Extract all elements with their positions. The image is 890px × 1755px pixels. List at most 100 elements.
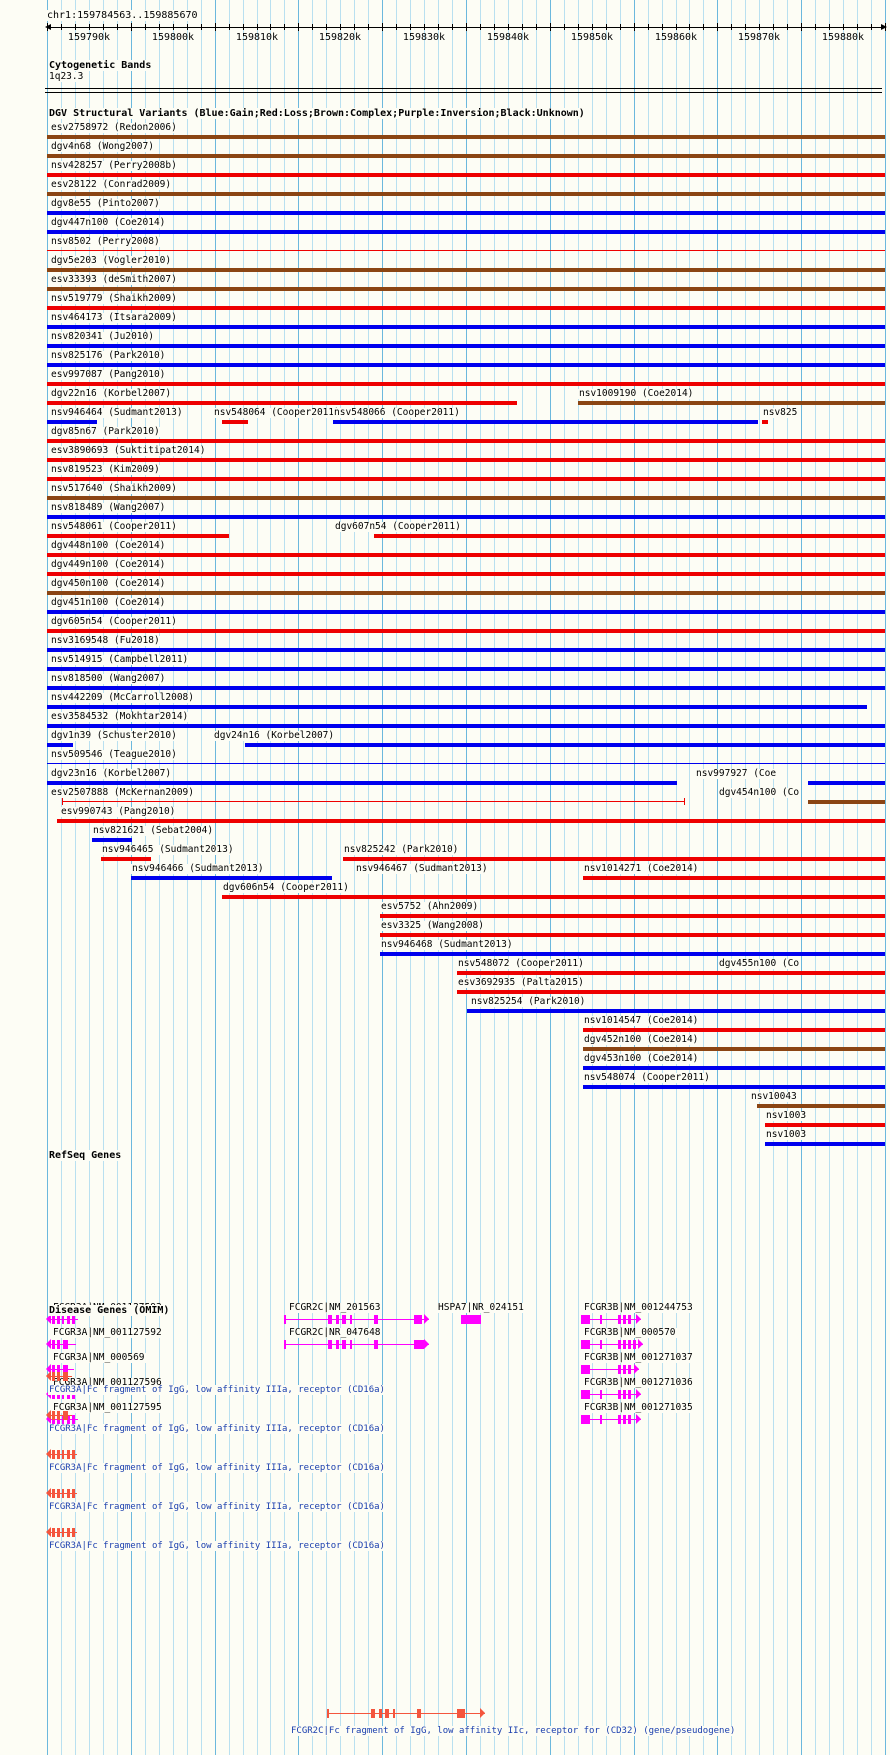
dgv-variant-label[interactable]: dgv454n100 (Co (718, 787, 801, 798)
dgv-variant-bar[interactable] (380, 914, 885, 918)
dgv-variant-label[interactable]: nsv825 (762, 407, 799, 418)
gene-model[interactable] (581, 1364, 639, 1375)
omim-gene-label[interactable]: FCGR3A|Fc fragment of IgG, low affinity … (48, 1541, 386, 1551)
dgv-variant-bar[interactable] (47, 325, 885, 329)
gene-model[interactable] (581, 1414, 641, 1425)
dgv-variant-label[interactable]: esv5752 (Ahn2009) (380, 901, 480, 912)
dgv-variant-bar[interactable] (333, 420, 758, 424)
dgv-variant-label[interactable]: nsv442209 (McCarroll2008) (50, 692, 195, 703)
gene-model[interactable] (581, 1314, 641, 1325)
gene-model[interactable] (327, 1708, 485, 1719)
dgv-variant-label[interactable]: nsv548061 (Cooper2011) (50, 521, 178, 532)
dgv-variant-label[interactable]: dgv450n100 (Coe2014) (50, 578, 167, 589)
dgv-variant-bar[interactable] (47, 439, 885, 443)
dgv-variant-label[interactable]: dgv452n100 (Coe2014) (583, 1034, 700, 1045)
dgv-variant-bar[interactable] (380, 933, 885, 937)
dgv-variant-label[interactable]: nsv946466 (Sudmant2013) (131, 863, 265, 874)
gene-model[interactable] (284, 1314, 429, 1325)
dgv-variant-label[interactable]: nsv10043 (750, 1091, 798, 1102)
dgv-variant-bar[interactable] (57, 819, 885, 823)
gene-model[interactable] (581, 1339, 643, 1350)
gene-model[interactable] (46, 1488, 77, 1499)
dgv-variant-bar[interactable] (47, 344, 885, 348)
dgv-variant-bar[interactable] (457, 971, 885, 975)
dgv-variant-bar[interactable] (343, 857, 885, 861)
dgv-variant-bar[interactable] (583, 1085, 885, 1089)
dgv-variant-label[interactable]: nsv1014547 (Coe2014) (583, 1015, 700, 1026)
dgv-variant-label[interactable]: dgv605n54 (Cooper2011) (50, 616, 178, 627)
dgv-variant-bar[interactable] (47, 496, 885, 500)
dgv-variant-bar[interactable] (47, 154, 885, 158)
dgv-variant-label[interactable]: nsv3169548 (Fu2018) (50, 635, 161, 646)
refseq-gene-label[interactable]: FCGR3B|NM_000570 (583, 1327, 677, 1338)
refseq-gene-label[interactable]: FCGR3B|NM_001271037 (583, 1352, 694, 1363)
dgv-variant-bar[interactable] (47, 230, 885, 234)
dgv-variant-bar[interactable] (47, 211, 885, 215)
gene-model[interactable] (46, 1449, 77, 1460)
dgv-variant-bar[interactable] (47, 705, 867, 709)
gene-model[interactable] (461, 1314, 481, 1325)
gene-model[interactable] (46, 1527, 77, 1538)
dgv-variant-bar[interactable] (467, 1009, 885, 1013)
dgv-variant-label[interactable]: esv3890693 (Suktitipat2014) (50, 445, 207, 456)
dgv-variant-bar[interactable] (47, 515, 885, 519)
dgv-variant-label[interactable]: nsv517640 (Shaikh2009) (50, 483, 178, 494)
dgv-variant-bar[interactable] (578, 401, 885, 405)
dgv-variant-label[interactable]: dgv453n100 (Coe2014) (583, 1053, 700, 1064)
dgv-variant-bar[interactable] (380, 952, 885, 956)
dgv-variant-label[interactable]: nsv946468 (Sudmant2013) (380, 939, 514, 950)
dgv-variant-label[interactable]: nsv1003 (765, 1129, 808, 1140)
dgv-variant-bar[interactable] (222, 420, 248, 424)
dgv-variant-label[interactable]: nsv8502 (Perry2008) (50, 236, 161, 247)
dgv-variant-label[interactable]: nsv548064 (Cooper2011) (213, 407, 341, 418)
dgv-variant-label[interactable]: esv33393 (deSmith2007) (50, 274, 178, 285)
dgv-variant-bar[interactable] (47, 287, 885, 291)
dgv-variant-label[interactable]: dgv449n100 (Coe2014) (50, 559, 167, 570)
dgv-variant-label[interactable]: nsv819523 (Kim2009) (50, 464, 161, 475)
dgv-variant-label[interactable]: esv990743 (Pang2010) (60, 806, 177, 817)
dgv-variant-bar[interactable] (47, 192, 885, 196)
omim-gene-label[interactable]: FCGR3A|Fc fragment of IgG, low affinity … (48, 1463, 386, 1473)
dgv-variant-bar[interactable] (101, 857, 151, 861)
refseq-gene-label[interactable]: FCGR3A|NM_001127595 (52, 1402, 163, 1413)
dgv-variant-label[interactable]: nsv946465 (Sudmant2013) (101, 844, 235, 855)
refseq-gene-label[interactable]: FCGR3A|NM_001127596 (52, 1377, 163, 1388)
dgv-variant-label[interactable]: esv3584532 (Mokhtar2014) (50, 711, 190, 722)
dgv-variant-bar[interactable] (374, 534, 885, 538)
dgv-variant-bar[interactable] (765, 1142, 885, 1146)
dgv-variant-bar[interactable] (47, 363, 885, 367)
refseq-gene-label[interactable]: FCGR3A|NM_000569 (52, 1352, 146, 1363)
dgv-variant-label[interactable]: nsv1009190 (Coe2014) (578, 388, 695, 399)
dgv-variant-label[interactable]: dgv8e55 (Pinto2007) (50, 198, 161, 209)
dgv-variant-label[interactable]: esv3692935 (Palta2015) (457, 977, 585, 988)
dgv-variant-bar[interactable] (47, 458, 885, 462)
dgv-variant-label[interactable]: dgv607n54 (Cooper2011) (334, 521, 462, 532)
dgv-variant-bar[interactable] (762, 420, 768, 424)
dgv-variant-bar[interactable] (47, 763, 885, 764)
dgv-variant-bar[interactable] (245, 743, 885, 747)
dgv-variant-bar[interactable] (222, 895, 885, 899)
gene-model[interactable] (581, 1389, 641, 1400)
gene-model[interactable] (284, 1339, 429, 1350)
dgv-variant-bar[interactable] (47, 173, 885, 177)
dgv-variant-label[interactable]: dgv1n39 (Schuster2010) (50, 730, 178, 741)
dgv-variant-bar[interactable] (47, 629, 885, 633)
gene-model[interactable] (46, 1339, 76, 1350)
dgv-variant-bar[interactable] (583, 1047, 885, 1051)
dgv-variant-label[interactable]: nsv514915 (Campbell2011) (50, 654, 190, 665)
dgv-variant-bar[interactable] (47, 648, 885, 652)
dgv-variant-label[interactable]: dgv606n54 (Cooper2011) (222, 882, 350, 893)
dgv-variant-bar[interactable] (47, 591, 885, 595)
dgv-variant-bar[interactable] (47, 135, 885, 139)
dgv-variant-bar[interactable] (47, 306, 885, 310)
dgv-variant-label[interactable]: dgv85n67 (Park2010) (50, 426, 161, 437)
dgv-variant-bar[interactable] (583, 876, 885, 880)
refseq-gene-label[interactable]: FCGR3B|NM_001271036 (583, 1377, 694, 1388)
dgv-variant-label[interactable]: nsv820341 (Ju2010) (50, 331, 155, 342)
dgv-variant-label[interactable]: dgv447n100 (Coe2014) (50, 217, 167, 228)
omim-gene-label[interactable]: FCGR3A|Fc fragment of IgG, low affinity … (48, 1502, 386, 1512)
dgv-variant-bar[interactable] (47, 686, 885, 690)
dgv-variant-bar[interactable] (583, 1028, 885, 1032)
gene-model[interactable] (46, 1364, 74, 1375)
dgv-variant-label[interactable]: esv997087 (Pang2010) (50, 369, 167, 380)
